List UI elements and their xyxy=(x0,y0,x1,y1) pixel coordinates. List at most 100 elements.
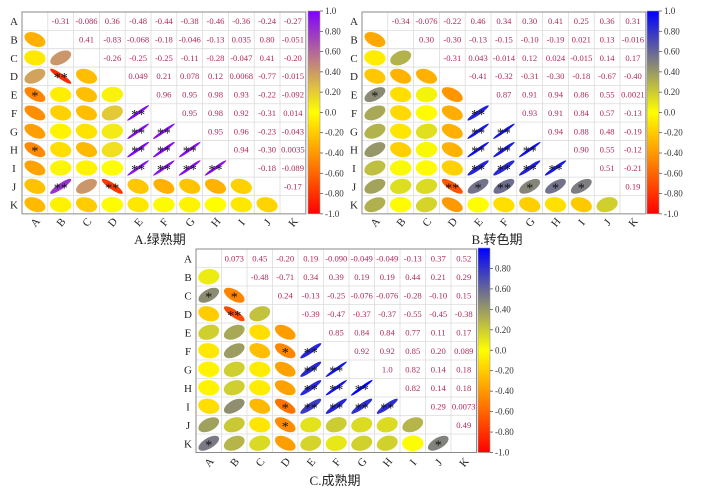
correlation-ellipse xyxy=(415,197,438,213)
correlation-value: 0.21 xyxy=(156,71,171,81)
correlation-ellipse xyxy=(198,380,220,396)
column-label: K xyxy=(627,216,641,230)
correlation-value: 0.24 xyxy=(278,290,294,300)
correlation-value: -0.13 xyxy=(207,35,225,45)
significance-mark: ** xyxy=(471,108,485,123)
ellipse-group xyxy=(518,141,541,158)
correlation-ellipse xyxy=(50,105,72,121)
column-label: G xyxy=(355,456,369,470)
column-label: F xyxy=(498,216,511,228)
correlation-ellipse xyxy=(364,160,386,176)
correlation-ellipse xyxy=(402,417,424,433)
correlation-ellipse xyxy=(364,105,386,121)
column-label: K xyxy=(457,456,471,470)
ellipse-group xyxy=(364,68,386,84)
correlation-value: 1.0 xyxy=(382,364,393,374)
correlation-ellipse xyxy=(390,68,412,84)
correlation-ellipse xyxy=(249,361,271,377)
correlation-ellipse xyxy=(204,178,227,194)
correlation-ellipse xyxy=(364,87,386,102)
correlation-ellipse xyxy=(178,197,201,213)
ellipse-group xyxy=(351,435,373,451)
correlation-ellipse xyxy=(390,105,412,121)
correlation-ellipse xyxy=(198,361,220,377)
ellipse-group xyxy=(441,160,463,176)
correlation-value: 0.85 xyxy=(329,327,344,337)
correlation-value: 0.19 xyxy=(380,272,395,282)
correlation-value: 0.91 xyxy=(522,90,537,100)
correlation-value: -0.13 xyxy=(404,253,422,263)
ellipse-group xyxy=(364,105,386,121)
ellipse-group xyxy=(415,86,438,103)
ellipse-group xyxy=(441,197,463,213)
correlation-value: -0.18 xyxy=(155,35,173,45)
correlation-ellipse xyxy=(415,141,438,158)
colorbar-tick-label: -0.80 xyxy=(664,189,683,199)
correlation-value: 0.55 xyxy=(600,145,615,155)
ellipse-group xyxy=(596,197,618,213)
significance-mark: ** xyxy=(54,71,68,86)
significance-mark: ** xyxy=(54,181,68,196)
correlation-ellipse xyxy=(390,86,412,103)
correlation-ellipse xyxy=(274,398,296,414)
correlation-ellipse xyxy=(351,398,373,414)
row-label: D xyxy=(10,71,18,83)
ellipse-group xyxy=(570,178,592,194)
correlation-ellipse xyxy=(467,178,489,194)
correlation-value: 0.15 xyxy=(456,290,471,300)
correlation-value: -0.089 xyxy=(282,163,304,173)
correlation-value: -0.046 xyxy=(179,35,202,45)
panel-caption: C.成熟期 xyxy=(310,473,361,488)
ellipse-group xyxy=(127,141,150,158)
column-label: C xyxy=(254,456,268,469)
correlation-ellipse xyxy=(249,324,271,340)
column-label: C xyxy=(80,216,94,229)
ellipse-group xyxy=(249,361,271,377)
correlation-ellipse xyxy=(364,68,386,84)
ellipse-group xyxy=(493,197,515,213)
correlation-ellipse xyxy=(127,178,149,194)
correlation-ellipse xyxy=(441,123,463,139)
ellipse-group xyxy=(415,178,438,194)
significance-mark: * xyxy=(282,401,289,416)
correlation-value: 0.34 xyxy=(496,16,512,26)
correlation-value: -0.71 xyxy=(276,272,294,282)
correlation-value: 0.44 xyxy=(405,272,421,282)
correlation-value: -0.051 xyxy=(282,35,304,45)
significance-mark: * xyxy=(282,346,289,361)
ellipse-group xyxy=(101,178,123,194)
correlation-ellipse xyxy=(75,197,98,213)
correlation-value: 0.0021 xyxy=(621,90,645,100)
correlation-ellipse xyxy=(127,123,149,139)
correlation-ellipse xyxy=(570,197,592,213)
significance-mark: ** xyxy=(131,108,145,123)
correlation-value: -0.092 xyxy=(282,90,304,100)
significance-mark: ** xyxy=(183,145,197,160)
correlation-value: 0.94 xyxy=(234,145,250,155)
ellipse-group xyxy=(519,160,541,176)
correlation-value: 0.13 xyxy=(600,35,615,45)
ellipse-group xyxy=(223,380,245,396)
correlation-value: 0.96 xyxy=(156,90,172,100)
correlation-ellipse xyxy=(441,197,463,213)
ellipse-group xyxy=(390,50,412,66)
ellipse-group xyxy=(198,417,220,433)
ellipse-group xyxy=(390,105,412,121)
significance-mark: * xyxy=(475,181,482,196)
correlation-value: -0.15 xyxy=(495,35,513,45)
correlation-ellipse xyxy=(441,178,463,194)
ellipse-group xyxy=(24,105,46,121)
correlation-ellipse xyxy=(204,160,227,176)
row-label: K xyxy=(350,200,358,212)
correlation-ellipse xyxy=(101,105,123,121)
significance-mark: * xyxy=(282,420,289,435)
ellipse-group xyxy=(415,160,438,176)
correlation-value: 0.024 xyxy=(546,53,566,63)
correlation-value: 0.11 xyxy=(431,327,446,337)
significance-mark: ** xyxy=(157,145,171,160)
ellipse-group xyxy=(274,380,296,396)
ellipse-group xyxy=(390,142,412,158)
correlation-ellipse xyxy=(101,86,124,103)
correlation-value: 0.52 xyxy=(456,253,471,263)
correlation-ellipse xyxy=(75,87,98,103)
